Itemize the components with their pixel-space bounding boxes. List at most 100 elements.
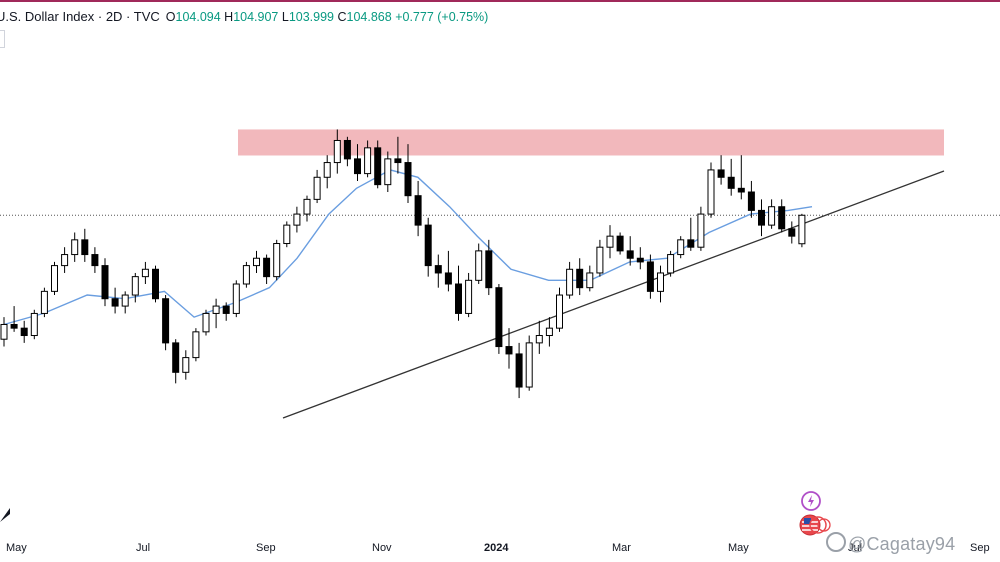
candle-body: [273, 243, 281, 278]
candle: [525, 335, 533, 391]
candle-body: [384, 158, 392, 186]
candle: [364, 140, 372, 178]
candle-body: [192, 331, 200, 359]
candle: [626, 236, 634, 266]
candle: [596, 239, 604, 277]
candle: [657, 265, 664, 303]
candle: [232, 280, 240, 318]
candle-body: [141, 268, 149, 278]
candle: [121, 291, 129, 314]
candle-body: [727, 176, 735, 189]
resistance-zone: [238, 129, 944, 156]
candle: [455, 265, 462, 321]
candle: [354, 144, 361, 181]
candle: [384, 151, 392, 192]
candle: [768, 199, 776, 229]
open-label: O: [165, 10, 176, 24]
candle-body: [232, 283, 240, 314]
candle-body: [71, 239, 79, 256]
candle: [404, 144, 412, 204]
candle: [111, 287, 119, 314]
candle-body: [394, 158, 402, 164]
candle-body: [313, 176, 321, 200]
candle-body: [747, 191, 755, 211]
candle: [303, 195, 311, 222]
candle: [202, 309, 210, 336]
candle-body: [424, 224, 432, 267]
support-trendline: [282, 170, 945, 419]
candle-body: [333, 139, 341, 164]
candle-body: [778, 206, 786, 230]
candle: [182, 350, 190, 380]
candle-body: [303, 198, 311, 215]
candle-body: [505, 346, 513, 355]
candle-body: [576, 268, 584, 289]
candle: [646, 254, 654, 299]
candle-body: [101, 265, 109, 300]
candle-body: [697, 213, 705, 248]
time-axis-label: Sep: [970, 542, 990, 554]
candle-body: [182, 357, 190, 373]
candle: [444, 250, 452, 292]
candle-body: [323, 162, 331, 178]
candle-body: [0, 323, 8, 340]
candle: [343, 136, 351, 167]
candle-body: [626, 250, 634, 259]
tradingview-logo-icon[interactable]: [0, 506, 10, 527]
ohlc-values: O104.094 H104.907 L103.999 C104.868 +0.7…: [166, 8, 489, 26]
candle-body: [364, 147, 372, 175]
candle-body: [657, 272, 664, 292]
candle: [192, 328, 200, 362]
candle: [172, 339, 180, 384]
candle: [61, 247, 69, 273]
candle: [556, 287, 563, 332]
candle-body: [242, 265, 250, 285]
candle: [141, 261, 149, 284]
change-value: +0.777 (+0.75%): [395, 10, 489, 24]
candle: [747, 180, 755, 218]
candle-body: [202, 312, 210, 333]
candle-body: [374, 147, 382, 186]
candle-body: [162, 298, 170, 344]
candle-body: [30, 312, 38, 337]
candle-body: [535, 335, 543, 344]
candle: [10, 306, 18, 332]
symbol-header: U.S. Dollar Index · 2D · TVC O104.094 H1…: [0, 8, 488, 26]
candle-body: [283, 224, 291, 245]
candle-body: [475, 250, 483, 281]
candle-body: [91, 254, 99, 267]
candle-body: [646, 261, 654, 292]
candle: [636, 247, 644, 270]
candle-body: [495, 287, 503, 348]
symbol-title[interactable]: U.S. Dollar Index · 2D · TVC: [0, 9, 160, 24]
candle: [313, 169, 321, 204]
candle-body: [788, 228, 796, 237]
candle: [162, 295, 170, 351]
candle: [333, 129, 341, 174]
watermark-icon: [826, 532, 846, 552]
candle: [414, 180, 422, 237]
candle-body: [414, 195, 422, 226]
candle-body: [81, 239, 89, 256]
candle: [40, 287, 48, 318]
lightning-icon[interactable]: [800, 490, 822, 512]
candle: [727, 158, 735, 196]
legend-collapse-toggle[interactable]: [0, 30, 5, 48]
candle-body: [758, 209, 765, 226]
candle-body: [616, 235, 624, 252]
us-flag-icon[interactable]: [799, 514, 831, 536]
candle: [475, 243, 483, 284]
candle-body: [61, 254, 69, 267]
candle: [424, 217, 432, 277]
candle: [263, 254, 271, 284]
time-axis-label: May: [6, 542, 27, 554]
candle-body: [343, 139, 351, 160]
candle-body: [263, 257, 271, 278]
candle: [667, 250, 675, 277]
candle: [293, 206, 301, 233]
candle-body: [354, 158, 361, 175]
candles-layer: [0, 129, 806, 399]
close-value: 104.868: [346, 10, 392, 24]
candle-body: [566, 268, 574, 296]
